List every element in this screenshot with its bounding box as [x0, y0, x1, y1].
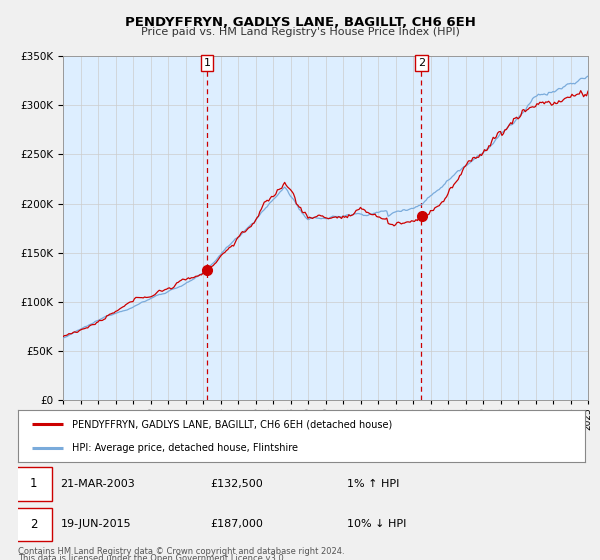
Text: 1: 1: [30, 477, 37, 491]
Text: 19-JUN-2015: 19-JUN-2015: [61, 519, 131, 529]
Text: Price paid vs. HM Land Registry's House Price Index (HPI): Price paid vs. HM Land Registry's House …: [140, 27, 460, 37]
Text: £132,500: £132,500: [211, 479, 263, 489]
Text: 21-MAR-2003: 21-MAR-2003: [61, 479, 135, 489]
Text: 2: 2: [418, 58, 425, 68]
FancyBboxPatch shape: [15, 507, 52, 542]
Text: PENDYFFRYN, GADLYS LANE, BAGILLT, CH6 6EH: PENDYFFRYN, GADLYS LANE, BAGILLT, CH6 6E…: [125, 16, 475, 29]
Text: £187,000: £187,000: [211, 519, 263, 529]
Text: 10% ↓ HPI: 10% ↓ HPI: [347, 519, 406, 529]
Text: This data is licensed under the Open Government Licence v3.0.: This data is licensed under the Open Gov…: [18, 554, 286, 560]
Text: PENDYFFRYN, GADLYS LANE, BAGILLT, CH6 6EH (detached house): PENDYFFRYN, GADLYS LANE, BAGILLT, CH6 6E…: [72, 419, 392, 430]
FancyBboxPatch shape: [15, 467, 52, 501]
Text: Contains HM Land Registry data © Crown copyright and database right 2024.: Contains HM Land Registry data © Crown c…: [18, 547, 344, 556]
Text: HPI: Average price, detached house, Flintshire: HPI: Average price, detached house, Flin…: [72, 443, 298, 453]
Text: 1% ↑ HPI: 1% ↑ HPI: [347, 479, 399, 489]
Text: 1: 1: [203, 58, 211, 68]
Text: 2: 2: [30, 517, 37, 531]
